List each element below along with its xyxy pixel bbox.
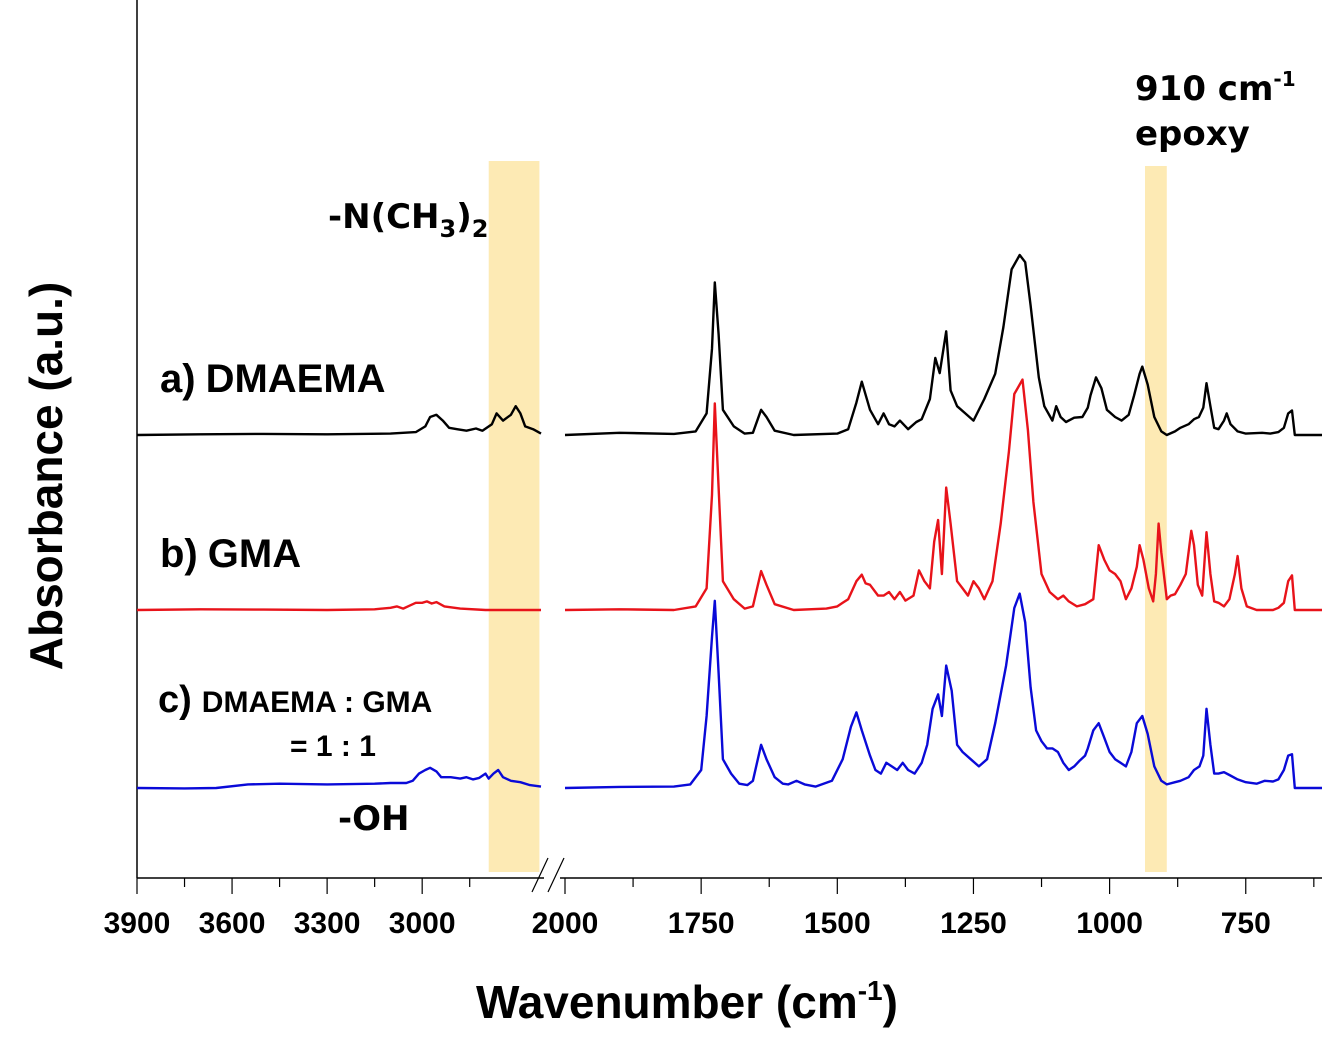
series-label-a: a) DMAEMA [160, 357, 386, 401]
series-line-a-seg2 [564, 253, 1322, 437]
x-tick-label: 750 [1221, 907, 1271, 940]
x-tick-label: 1750 [668, 907, 735, 940]
y-axis-title: Absorbance (a.u.) [20, 282, 72, 671]
series-line-a-seg1 [136, 405, 542, 437]
axis-break-mark-2 [547, 857, 565, 893]
axis-break-mark-1 [531, 857, 549, 893]
x-tick-label: 1500 [804, 907, 871, 940]
x-tick-label: 3000 [389, 907, 456, 940]
x-tick-label: 3900 [104, 907, 171, 940]
series-label-c-ratio: = 1 : 1 [290, 730, 376, 763]
series-line-c-seg2 [564, 592, 1322, 790]
axes [136, 0, 1322, 893]
x-ticks: 3900 3600 3300 3000 2000 1750 1500 1250 1000 750 [104, 878, 1315, 940]
highlight-band-1 [488, 161, 540, 872]
x-tick-label: 3300 [294, 907, 361, 940]
series-lines [136, 253, 1322, 790]
series-line-c-seg1 [136, 766, 542, 790]
annotation-n-ch3-2: -N(CH3)2 [328, 197, 488, 243]
annotation-oh: -OH [338, 799, 409, 839]
series-label-c: c) DMAEMA : GMA [158, 679, 432, 721]
x-tick-label: 1000 [1076, 907, 1143, 940]
highlight-band-2 [1145, 166, 1167, 872]
highlight-bands [488, 161, 1167, 872]
x-tick-label: 3600 [199, 907, 266, 940]
x-tick-label: 1250 [940, 907, 1007, 940]
annotation-910-epoxy: 910 cm-1 [1135, 67, 1296, 109]
annotation-epoxy-line2: epoxy [1135, 114, 1250, 154]
series-label-b: b) GMA [160, 532, 301, 576]
series-line-b-seg1 [136, 600, 541, 612]
series-line-b-seg2 [564, 378, 1322, 612]
x-axis-title: Wavenumber (cm-1) [476, 975, 898, 1028]
x-tick-label: 2000 [532, 907, 599, 940]
